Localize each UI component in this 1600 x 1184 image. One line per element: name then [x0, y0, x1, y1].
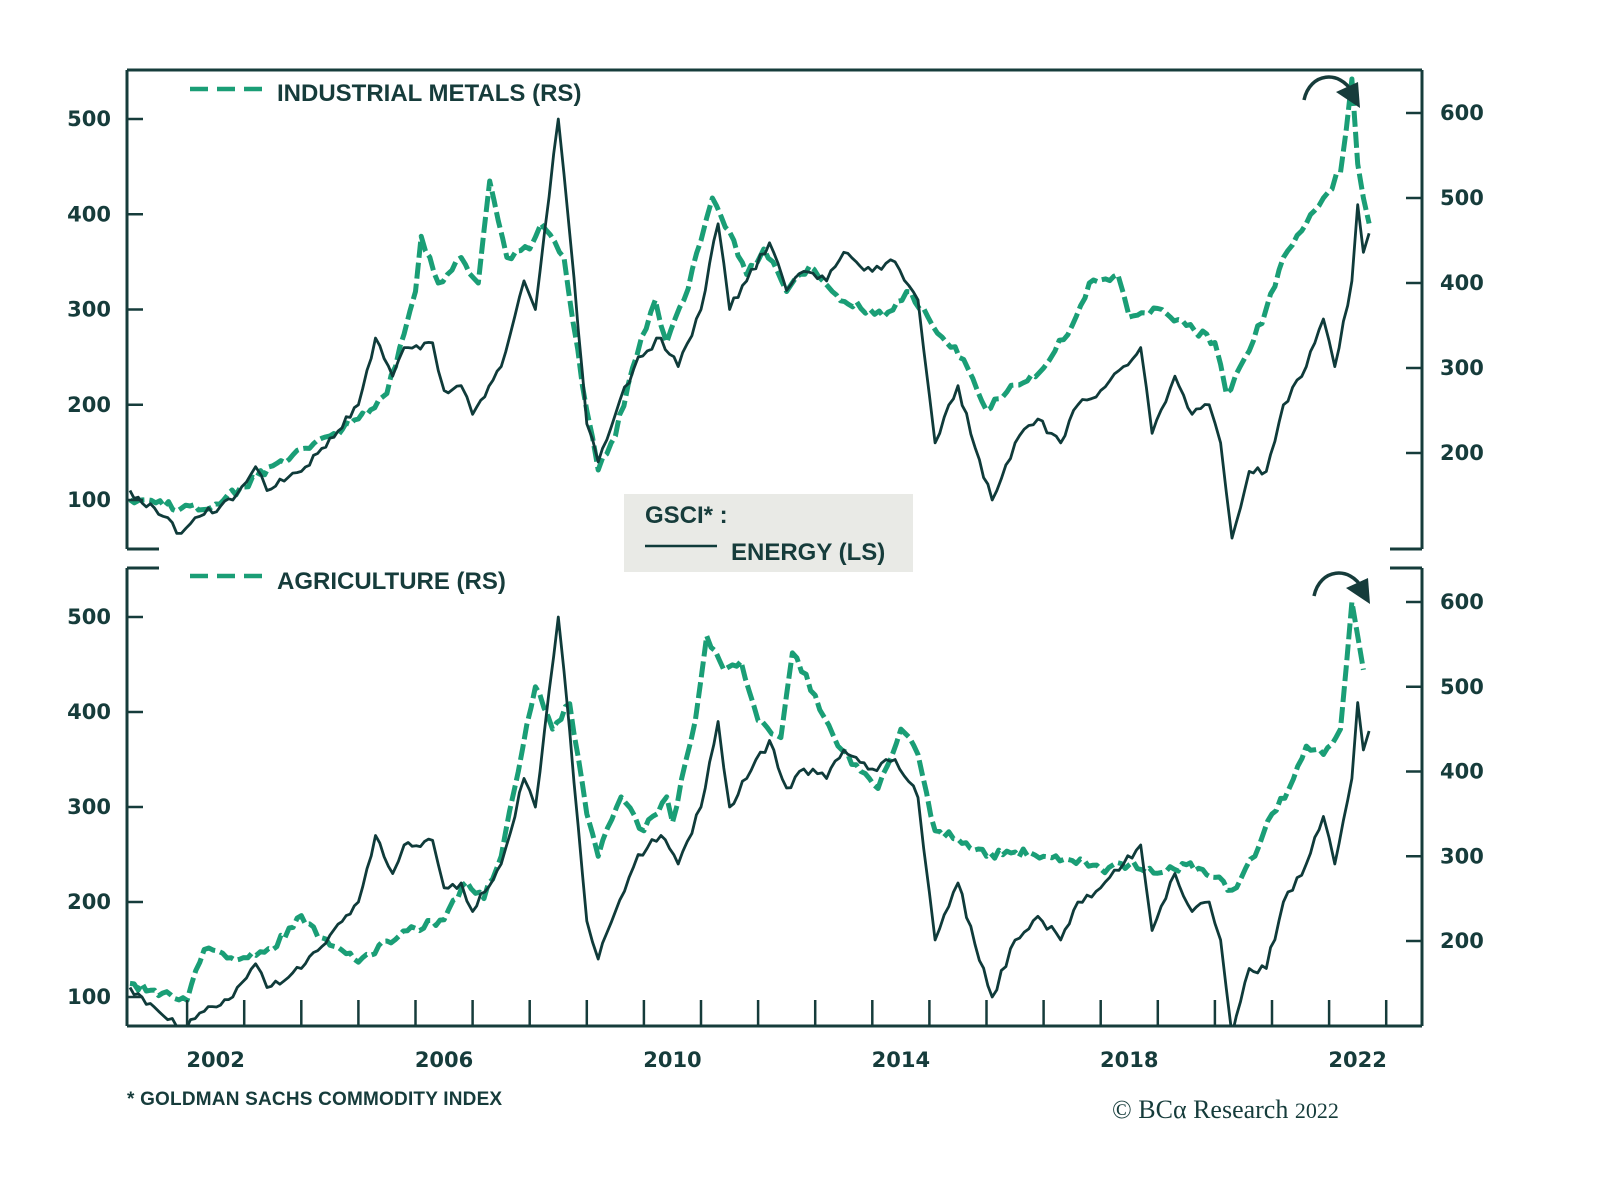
- chart-frame: [125, 68, 1424, 1028]
- y-right-tick-label: 200: [1440, 441, 1484, 465]
- legend-box-background: [624, 494, 913, 572]
- copyright-brand: BCα Research: [1138, 1095, 1289, 1124]
- series-line-energy: [128, 117, 1371, 540]
- x-tick-label: 2022: [1328, 1048, 1386, 1072]
- copyright: © BCα Research 2022: [1112, 1095, 1339, 1125]
- y-left-tick-label: 400: [67, 700, 111, 724]
- legend-label-industrial-metals: INDUSTRIAL METALS (RS): [277, 80, 581, 107]
- y-right-tick-label: 200: [1440, 929, 1484, 953]
- series-line-energy: [128, 615, 1371, 1026]
- legend-label-agriculture: AGRICULTURE (RS): [277, 568, 506, 595]
- y-right-tick-label: 500: [1440, 186, 1484, 210]
- y-right-tick-label: 400: [1440, 760, 1484, 784]
- y-left-tick-label: 300: [67, 795, 111, 819]
- y-right-tick-label: 500: [1440, 675, 1484, 699]
- axis-ticks: 100 200 300 400 500 200 300 400 500 600 100 200 300 4…: [67, 101, 1484, 1072]
- y-left-tick-label: 500: [67, 605, 111, 629]
- curved-arrow-icon: [1302, 75, 1360, 108]
- legend-box-title: GSCI* :: [645, 502, 728, 529]
- y-left-tick-label: 100: [67, 985, 111, 1009]
- series-line-industrial-metals: [128, 76, 1372, 514]
- y-left-tick-label: 500: [67, 107, 111, 131]
- x-tick-label: 2014: [872, 1048, 930, 1072]
- y-left-tick-label: 200: [67, 890, 111, 914]
- legend-label-energy: ENERGY (LS): [731, 539, 885, 566]
- copyright-symbol: ©: [1112, 1095, 1132, 1124]
- x-tick-label: 2010: [643, 1048, 701, 1072]
- legend-agriculture: AGRICULTURE (RS): [190, 568, 506, 595]
- y-left-tick-label: 300: [67, 298, 111, 322]
- plot-area: [128, 76, 1372, 1026]
- y-right-tick-label: 300: [1440, 356, 1484, 380]
- y-right-tick-label: 600: [1440, 590, 1484, 614]
- y-left-tick-label: 200: [67, 393, 111, 417]
- x-tick-label: 2006: [415, 1048, 473, 1072]
- legend-industrial-metals: INDUSTRIAL METALS (RS): [190, 80, 581, 107]
- curved-arrow-icon: [1312, 571, 1370, 604]
- footnote: * GOLDMAN SACHS COMMODITY INDEX: [127, 1089, 503, 1110]
- legend-box-gsci: GSCI* : ENERGY (LS): [624, 494, 913, 572]
- x-tick-label: 2018: [1100, 1048, 1158, 1072]
- y-right-tick-label: 300: [1440, 844, 1484, 868]
- series-line-agriculture: [129, 599, 1366, 1003]
- y-left-tick-label: 400: [67, 202, 111, 226]
- x-tick-label: 2002: [186, 1048, 244, 1072]
- copyright-year: 2022: [1294, 1098, 1339, 1123]
- y-right-tick-label: 600: [1440, 101, 1484, 125]
- y-right-tick-label: 400: [1440, 271, 1484, 295]
- y-left-tick-label: 100: [67, 488, 111, 512]
